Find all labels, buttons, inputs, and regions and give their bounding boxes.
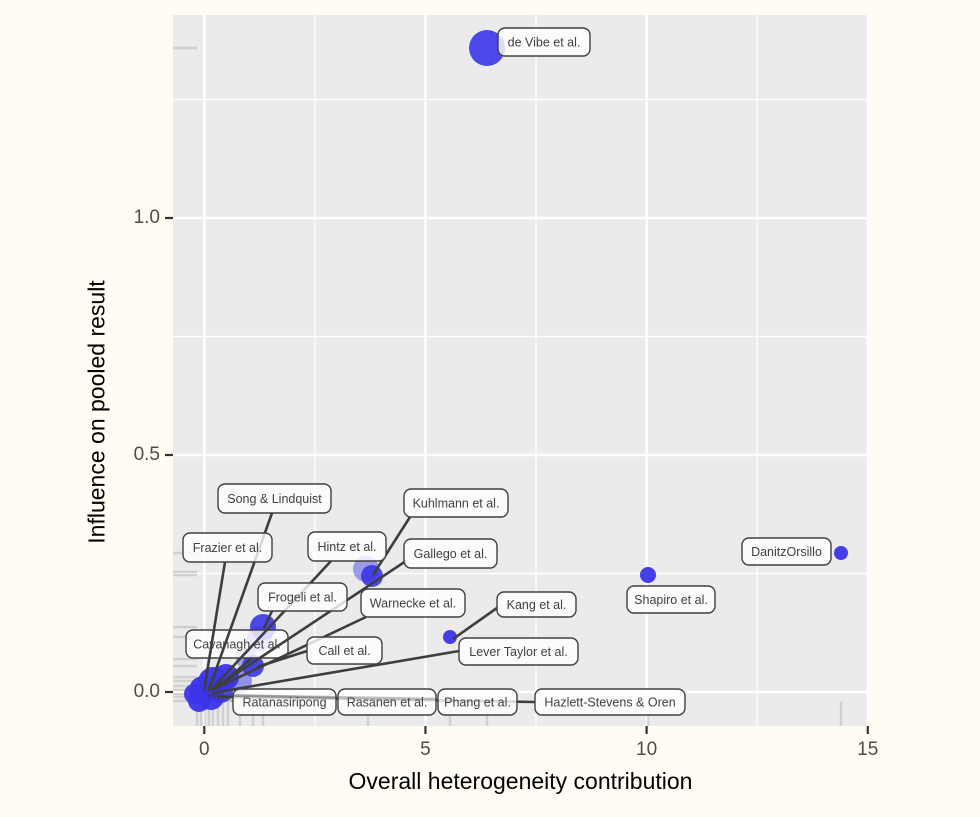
data-point-kuhlmann-et-al xyxy=(361,565,383,587)
leader-line xyxy=(202,561,227,692)
x-tick-label: 0 xyxy=(199,739,210,760)
label-text-phang-et-al: Phang et al. xyxy=(444,696,511,710)
leader-line xyxy=(226,657,253,680)
label-box-hintz-et-al xyxy=(307,531,387,562)
label-text-hazlett-stevens-oren: Hazlett-Stevens & Oren xyxy=(544,696,675,710)
y-axis-title: Influence on pooled result xyxy=(83,280,110,544)
leader-line xyxy=(211,649,460,695)
leader-line xyxy=(371,516,412,576)
data-point-kang-et-al xyxy=(443,630,457,644)
label-box-hazlett-stevens-oren xyxy=(534,688,686,716)
label-text-ratanasiripong: Ratanasiripong xyxy=(242,696,326,710)
label-box-lever-taylor-et-al xyxy=(458,637,579,666)
label-box-danitzorsillo xyxy=(741,537,832,566)
label-box-kuhlmann-et-al xyxy=(403,488,509,518)
label-box-shapiro-et-al xyxy=(626,585,716,614)
x-tick-label: 5 xyxy=(420,739,431,760)
data-point xyxy=(184,684,204,704)
label-text-frogeli-et-al: Frogeli et al. xyxy=(268,591,337,605)
data-point-shapiro-et-al xyxy=(640,567,656,583)
leader-line xyxy=(262,610,274,629)
leader-line xyxy=(256,649,308,669)
x-axis-title: Overall heterogeneity contribution xyxy=(348,768,693,794)
x-tick-label: 10 xyxy=(636,739,658,760)
x-tick-label: 15 xyxy=(857,739,879,760)
leader-line-faint xyxy=(207,693,439,701)
label-box-warnecke-et-al xyxy=(360,588,466,618)
y-tick-label: 0.5 xyxy=(133,444,160,465)
data-point-danitzorsillo xyxy=(834,546,848,560)
label-box-kang-et-al xyxy=(496,591,577,618)
label-text-gallego-et-al: Gallego et al. xyxy=(414,547,488,561)
data-point-de-vibe-et-al xyxy=(469,30,505,66)
label-text-hintz-et-al: Hintz et al. xyxy=(317,540,376,554)
label-box-de-vibe-et-al xyxy=(497,27,591,57)
label-text-de-vibe-et-al: de Vibe et al. xyxy=(508,36,581,50)
y-tick-label: 1.0 xyxy=(133,207,160,228)
label-box-song-lindquist xyxy=(217,483,332,514)
label-box-gallego-et-al xyxy=(403,538,498,569)
label-box-frazier-et-al xyxy=(182,532,273,563)
y-tick-label: 0.0 xyxy=(133,681,160,702)
label-text-cavanagh-et-al: Cavanagh et al. xyxy=(193,638,281,652)
label-text-rasanen-et-al: Rasanen et al. xyxy=(347,696,428,710)
leader-line-faint xyxy=(207,693,339,700)
leader-line xyxy=(215,559,407,689)
label-box-call-et-al xyxy=(306,636,383,665)
label-text-danitzorsillo: DanitzOrsillo xyxy=(751,545,822,559)
label-text-call-et-al: Call et al. xyxy=(318,644,370,658)
leader-line-faint xyxy=(206,694,234,703)
label-box-ratanasiripong xyxy=(232,688,337,716)
label-text-shapiro-et-al: Shapiro et al. xyxy=(634,593,708,607)
leader-line xyxy=(452,606,498,641)
label-text-kuhlmann-et-al: Kuhlmann et al. xyxy=(413,497,500,511)
label-box-frogeli-et-al xyxy=(257,582,348,612)
label-box-rasanen-et-al xyxy=(337,688,437,716)
label-text-lever-taylor-et-al: Lever Taylor et al. xyxy=(469,645,567,659)
label-text-song-lindquist: Song & Lindquist xyxy=(227,492,322,506)
label-text-kang-et-al: Kang et al. xyxy=(507,598,567,612)
label-box-phang-et-al xyxy=(437,688,518,716)
label-text-warnecke-et-al: Warnecke et al. xyxy=(370,597,456,611)
label-text-frazier-et-al: Frazier et al. xyxy=(193,541,262,555)
leader-line xyxy=(211,615,367,692)
